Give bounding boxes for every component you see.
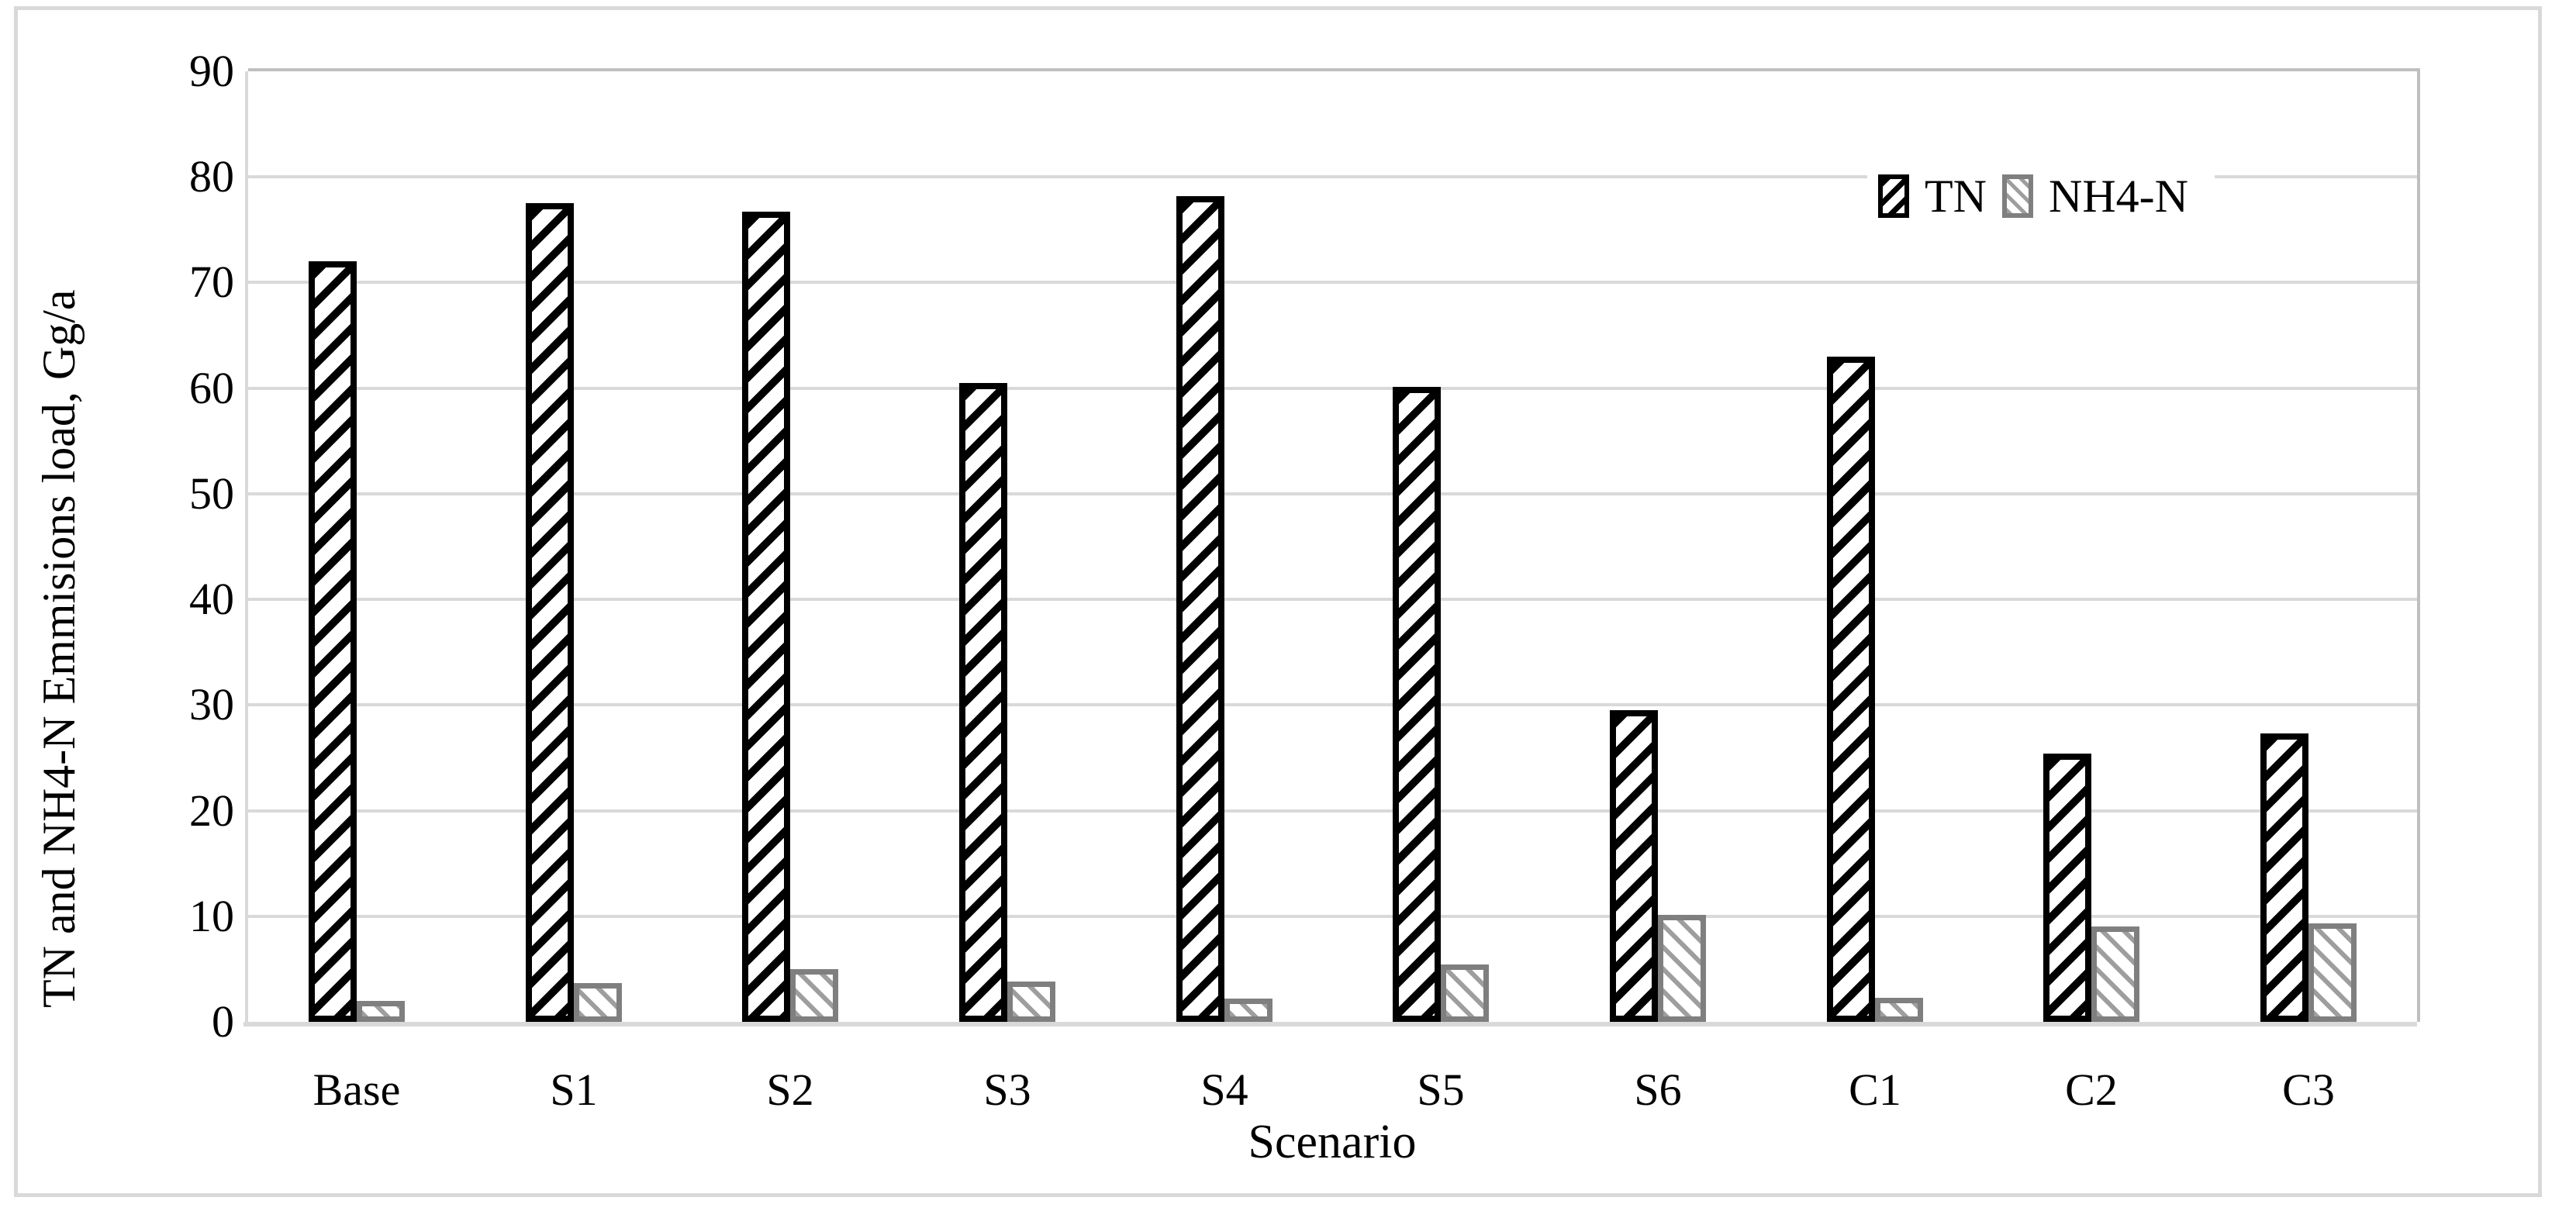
gridline-40 [248,598,2417,602]
gridline-30 [248,703,2417,707]
y-tick-label-70: 70 [189,257,234,307]
bar-nh4n-S5 [1441,964,1489,1022]
bar-tn-C1 [1827,357,1875,1022]
bar-tn-S5 [1393,387,1441,1022]
y-tick-label-20: 20 [189,785,234,836]
y-tick-label-30: 30 [189,679,234,730]
figure-border [14,6,2542,1197]
x-category-label-S5: S5 [1417,1064,1465,1115]
x-axis-title: Scenario [1248,1116,1417,1168]
bar-nh4n-S4 [1224,999,1272,1022]
y-tick-label-0: 0 [212,996,234,1047]
bar-tn-Base [309,261,357,1022]
x-category-label-C2: C2 [2065,1064,2118,1115]
legend-swatch-tn-icon [1878,174,1909,218]
bar-tn-S3 [959,383,1007,1022]
x-category-label-Base: Base [313,1064,401,1115]
gridline-10 [248,914,2417,918]
x-category-label-C1: C1 [1849,1064,1901,1115]
plot-area [243,68,2420,1027]
bar-tn-S2 [742,212,790,1022]
x-category-label-S6: S6 [1634,1064,1682,1115]
x-category-label-S2: S2 [766,1064,814,1115]
legend-swatch-nh4n-icon [2001,174,2033,218]
y-axis-title: TN and NH4-N Emmisions load, Gg/a [33,289,85,1008]
y-tick-label-10: 10 [189,891,234,941]
bar-tn-S1 [526,203,574,1022]
plot-right-border [2417,68,2420,1022]
bar-nh4n-C1 [1875,998,1923,1022]
gridline-50 [248,492,2417,495]
legend: TN NH4-N [1867,163,2215,229]
bar-nh4n-S6 [1658,915,1706,1022]
y-tick-label-80: 80 [189,151,234,202]
y-axis-line [245,71,248,1022]
y-tick-label-50: 50 [189,468,234,519]
y-tick-label-60: 60 [189,363,234,413]
bar-nh4n-Base [357,1001,405,1022]
legend-label-nh4n: NH4-N [2048,170,2188,222]
plot-top-border [248,68,2420,71]
bar-tn-S6 [1610,710,1658,1022]
x-axis-line [243,1022,2417,1027]
x-category-label-S4: S4 [1200,1064,1248,1115]
x-category-label-C3: C3 [2282,1064,2335,1115]
gridline-70 [248,281,2417,285]
y-tick-label-90: 90 [189,46,234,96]
bar-tn-C3 [2260,733,2308,1022]
bar-nh4n-S2 [790,969,838,1022]
y-tick-label-40: 40 [189,574,234,624]
gridline-60 [248,386,2417,390]
bar-nh4n-S3 [1007,982,1055,1022]
bar-nh4n-C3 [2308,923,2357,1022]
bar-nh4n-C2 [2091,926,2139,1022]
gridline-20 [248,809,2417,813]
bar-tn-C2 [2043,754,2091,1022]
bar-nh4n-S1 [574,983,622,1022]
x-category-label-S1: S1 [550,1064,598,1115]
bar-tn-S4 [1176,196,1224,1022]
legend-label-tn: TN [1925,170,1987,222]
x-category-label-S3: S3 [983,1064,1031,1115]
gridline-80 [248,175,2417,179]
